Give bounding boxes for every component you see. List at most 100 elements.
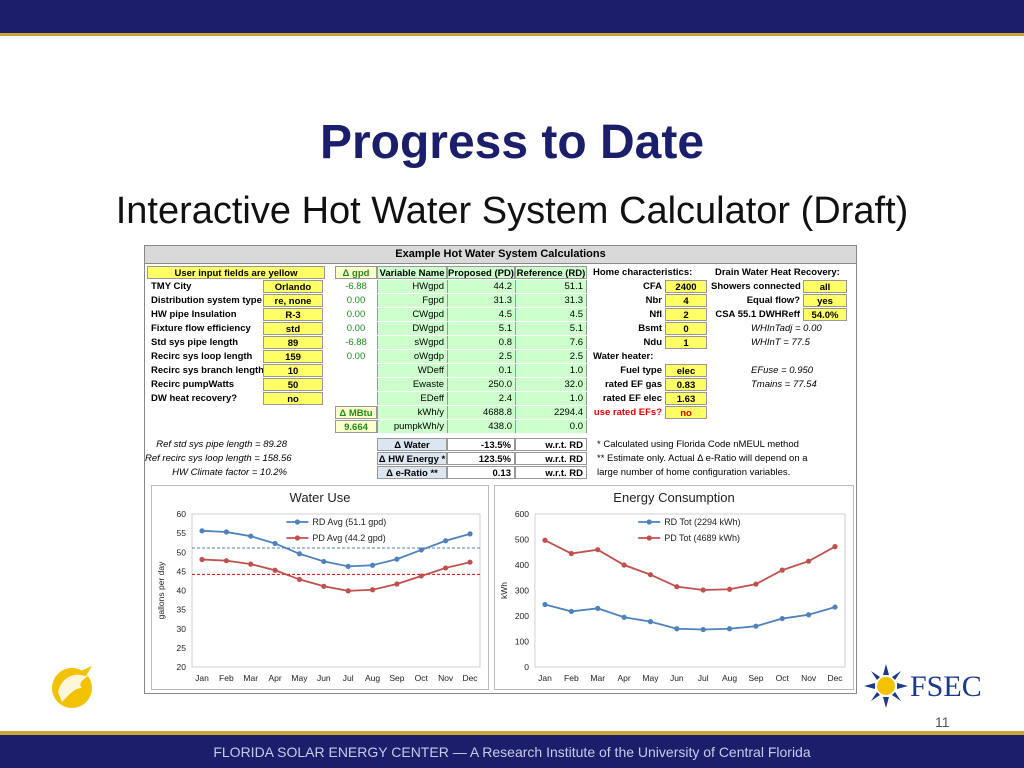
y-tick-label: 25: [177, 643, 187, 653]
x-tick-label: Oct: [776, 673, 790, 683]
delta-gpd-value: 0.00: [346, 295, 366, 306]
legend-label: RD Tot (2294 kWh): [664, 517, 740, 527]
data-point: [321, 558, 327, 565]
series-line: [201, 529, 471, 568]
data-point: [199, 528, 205, 534]
x-tick-label: Sep: [389, 673, 404, 683]
data-point: [369, 587, 376, 593]
proposed-value: 2.4: [447, 392, 515, 405]
delta-mbtu-value: 9.664: [335, 420, 377, 433]
proposed-value: 4688.8: [447, 406, 515, 419]
water-use-chart-svg: Water Use 20 25 30 35 40 45 50 55 60 gallons per d…: [156, 490, 481, 683]
data-point: [726, 586, 733, 592]
data-point: [621, 562, 627, 568]
variable-name: CWgpd: [377, 308, 447, 321]
home-characteristics-header: Home characteristics:: [593, 267, 693, 278]
y-tick-label: 500: [515, 535, 529, 545]
delta-gpd-value: 0.00: [346, 323, 366, 334]
data-point: [418, 547, 424, 553]
variable-name: DWgpd: [377, 322, 447, 335]
proposed-value: 5.1: [447, 322, 515, 335]
plot-area: [534, 513, 846, 668]
use-rated-value-field[interactable]: no: [665, 406, 707, 419]
data-point: [345, 563, 351, 570]
dwhr-note: WHInT = 77.5: [751, 337, 810, 348]
x-tick-label: Nov: [801, 673, 817, 683]
dwhr-header: Drain Water Heat Recovery:: [715, 267, 840, 278]
input-value-field[interactable]: 159: [263, 350, 323, 363]
y-tick-label: 400: [515, 560, 529, 570]
input-value-field[interactable]: 89: [263, 336, 323, 349]
data-point: [779, 567, 785, 573]
water-heater-value-field[interactable]: 1.63: [665, 392, 707, 405]
variable-name: WDeff: [377, 364, 447, 377]
reference-value: 31.3: [515, 294, 587, 307]
data-point: [321, 583, 327, 589]
fsec-logo-text: FSEC: [910, 670, 982, 703]
water-heater-value-field[interactable]: 0.83: [665, 378, 707, 391]
home-value-field[interactable]: 2400: [665, 280, 707, 293]
home-value-field[interactable]: 0: [665, 322, 707, 335]
water-heater-label: Fuel type: [620, 365, 662, 376]
x-tick-label: Jan: [538, 673, 552, 683]
footnote: * Calculated using Florida Code nMEUL me…: [597, 439, 799, 450]
reference-header: Reference (RD): [515, 266, 587, 279]
plot-area: [191, 513, 481, 668]
home-value-field[interactable]: 2: [665, 308, 707, 321]
delta-gpd-value: -6.88: [345, 337, 367, 348]
chart-title: Water Use: [290, 490, 351, 505]
data-point: [272, 540, 278, 547]
input-value-field[interactable]: 50: [263, 378, 323, 391]
variable-name: HWgpd: [377, 280, 447, 293]
legend-marker: [646, 535, 652, 541]
data-point: [621, 614, 627, 620]
data-point: [806, 558, 812, 564]
data-point: [296, 551, 303, 557]
reference-value: 1.0: [515, 392, 587, 405]
footnote: ** Estimate only. Actual Δ e-Ratio will …: [597, 453, 808, 464]
water-heater-value-field[interactable]: elec: [665, 364, 707, 377]
input-value-field[interactable]: 10: [263, 364, 323, 377]
dwhr-value-field[interactable]: yes: [803, 294, 847, 307]
proposed-value: 0.1: [447, 364, 515, 377]
y-tick-label: 600: [515, 509, 529, 519]
x-tick-label: Aug: [722, 673, 737, 683]
dwhr-value-field[interactable]: 54.0%: [803, 308, 847, 321]
series-line: [201, 558, 471, 592]
variable-name: sWgpd: [377, 336, 447, 349]
water-heater-label: rated EF gas: [604, 379, 662, 390]
input-label: DW heat recovery?: [151, 393, 238, 404]
dwhr-label: Showers connected: [711, 281, 801, 292]
data-point: [726, 626, 733, 632]
variable-name-header: Variable Name: [377, 266, 447, 279]
input-value-field[interactable]: no: [263, 392, 323, 405]
dwhr-value-field[interactable]: all: [803, 280, 847, 293]
delta-mbtu-label: Δ MBtu: [335, 406, 377, 419]
proposed-value: 250.0: [447, 378, 515, 391]
delta-gpd-value: -6.88: [345, 281, 367, 292]
x-tick-label: Jun: [317, 673, 331, 683]
input-label: Recirc sys loop length: [151, 351, 253, 362]
input-value-field[interactable]: re, none: [263, 294, 323, 307]
data-point: [832, 604, 838, 610]
input-value-field[interactable]: Orlando: [263, 280, 323, 293]
home-label: Ndu: [643, 337, 662, 348]
x-tick-label: Feb: [564, 673, 579, 683]
series-line: [544, 539, 836, 591]
y-axis-label: gallons per day: [156, 561, 166, 619]
data-point: [223, 558, 229, 564]
home-label: Bsmt: [638, 323, 662, 334]
input-value-field[interactable]: std: [263, 322, 323, 335]
reference-note: HW Climate factor = 10.2%: [172, 467, 287, 478]
reference-value: 0.0: [515, 420, 587, 433]
variable-name: pumpkWh/y: [377, 420, 447, 433]
data-point: [542, 537, 548, 543]
data-point: [394, 581, 400, 587]
x-tick-label: Dec: [827, 673, 843, 683]
home-value-field[interactable]: 1: [665, 336, 707, 349]
home-label: Nbr: [645, 295, 662, 306]
home-value-field[interactable]: 4: [665, 294, 707, 307]
footer-accent-line: [0, 731, 1024, 735]
input-value-field[interactable]: R-3: [263, 308, 323, 321]
y-axis-label: kWh: [499, 582, 509, 599]
